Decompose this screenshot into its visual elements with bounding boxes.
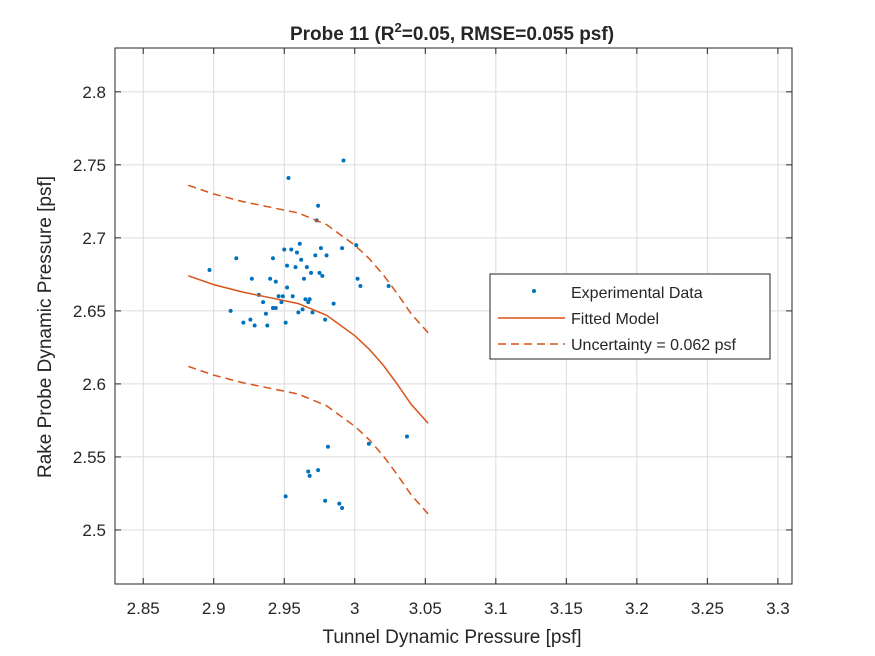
data-point — [337, 501, 342, 506]
data-point — [283, 320, 288, 325]
data-point — [320, 273, 325, 278]
legend-label-uncertainty: Uncertainty = 0.062 psf — [571, 337, 737, 354]
legend-label-experimental-data: Experimental Data — [571, 285, 703, 302]
data-point — [273, 279, 278, 284]
y-tick-label: 2.65 — [73, 302, 106, 321]
data-point — [248, 317, 253, 322]
data-point — [283, 494, 288, 499]
data-point — [324, 253, 329, 258]
data-point — [286, 175, 291, 180]
data-point — [279, 300, 284, 305]
data-point — [340, 246, 345, 251]
y-tick-label: 2.5 — [82, 521, 106, 540]
data-point — [325, 444, 330, 449]
data-point — [234, 256, 239, 261]
uncertainty-upper-line — [188, 184, 429, 334]
y-tick-label: 2.6 — [82, 375, 106, 394]
y-axis-label: Rake Probe Dynamic Pressure [psf] — [35, 176, 56, 478]
data-point — [313, 253, 318, 258]
data-point — [366, 441, 371, 446]
data-point — [303, 297, 308, 302]
data-point — [261, 300, 266, 305]
data-point — [207, 267, 212, 272]
legend: Experimental Data Fitted Model Uncertain… — [489, 273, 771, 360]
data-point — [404, 434, 409, 439]
data-point — [293, 265, 298, 270]
data-point — [323, 498, 328, 503]
data-point — [265, 323, 270, 328]
chart-title: Probe 11 (R2=0.05, RMSE=0.055 psf) — [290, 20, 614, 45]
data-point — [273, 305, 278, 310]
data-point — [316, 468, 321, 473]
x-axis-ticks: 2.85 2.9 2.95 3 3.05 3.1 3.15 3.2 3.25 3.3 — [127, 48, 790, 618]
x-axis-label: Tunnel Dynamic Pressure [psf] — [322, 627, 581, 648]
data-point — [316, 203, 321, 208]
data-point — [355, 276, 360, 281]
legend-label-fitted-model: Fitted Model — [571, 311, 659, 328]
data-point — [309, 270, 314, 275]
x-tick-label: 2.9 — [202, 599, 226, 618]
data-point — [290, 294, 295, 299]
data-point — [301, 276, 306, 281]
x-tick-label: 3.05 — [409, 599, 442, 618]
x-tick-label: 3.1 — [484, 599, 508, 618]
uncertainty-lower-line — [188, 365, 429, 515]
x-tick-label: 3.2 — [625, 599, 649, 618]
data-point — [280, 294, 285, 299]
data-point — [289, 247, 294, 252]
data-point — [331, 301, 336, 306]
data-point — [318, 246, 323, 251]
data-point — [294, 250, 299, 255]
x-tick-label: 3 — [350, 599, 359, 618]
data-point — [307, 473, 312, 478]
y-tick-label: 2.7 — [82, 229, 106, 248]
x-tick-label: 3.15 — [550, 599, 583, 618]
legend-box — [489, 273, 771, 360]
data-point — [386, 284, 391, 289]
data-point — [263, 311, 268, 316]
data-point — [296, 310, 301, 315]
data-point — [276, 294, 281, 299]
y-tick-label: 2.8 — [82, 83, 106, 102]
y-tick-label: 2.55 — [73, 448, 106, 467]
data-point — [310, 310, 315, 315]
data-point — [341, 158, 346, 163]
fitted-model-line — [188, 275, 429, 424]
data-point — [270, 256, 275, 261]
x-tick-label: 2.85 — [127, 599, 160, 618]
data-point — [228, 308, 233, 313]
data-point — [282, 247, 287, 252]
data-point — [358, 284, 363, 289]
data-point — [306, 469, 311, 474]
data-point — [252, 323, 257, 328]
data-point — [241, 320, 246, 325]
data-point — [300, 307, 305, 312]
data-point — [299, 257, 304, 262]
data-point — [323, 317, 328, 322]
legend-marker-experimental-data — [532, 289, 536, 293]
axes-box — [114, 47, 793, 585]
data-point — [285, 263, 290, 268]
y-tick-label: 2.75 — [73, 156, 106, 175]
x-tick-label: 3.3 — [766, 599, 790, 618]
data-point — [249, 276, 254, 281]
data-point — [317, 270, 322, 275]
data-point — [297, 241, 302, 246]
data-point — [354, 243, 359, 248]
data-point — [270, 305, 275, 310]
x-tick-label: 2.95 — [268, 599, 301, 618]
data-point — [304, 265, 309, 270]
x-tick-label: 3.25 — [691, 599, 724, 618]
data-point — [340, 506, 345, 511]
data-point — [285, 285, 290, 290]
data-point — [307, 297, 312, 302]
data-point — [268, 276, 273, 281]
y-axis-ticks: 2.5 2.55 2.6 2.65 2.7 2.75 2.8 — [73, 83, 792, 540]
plot-series — [188, 158, 429, 515]
